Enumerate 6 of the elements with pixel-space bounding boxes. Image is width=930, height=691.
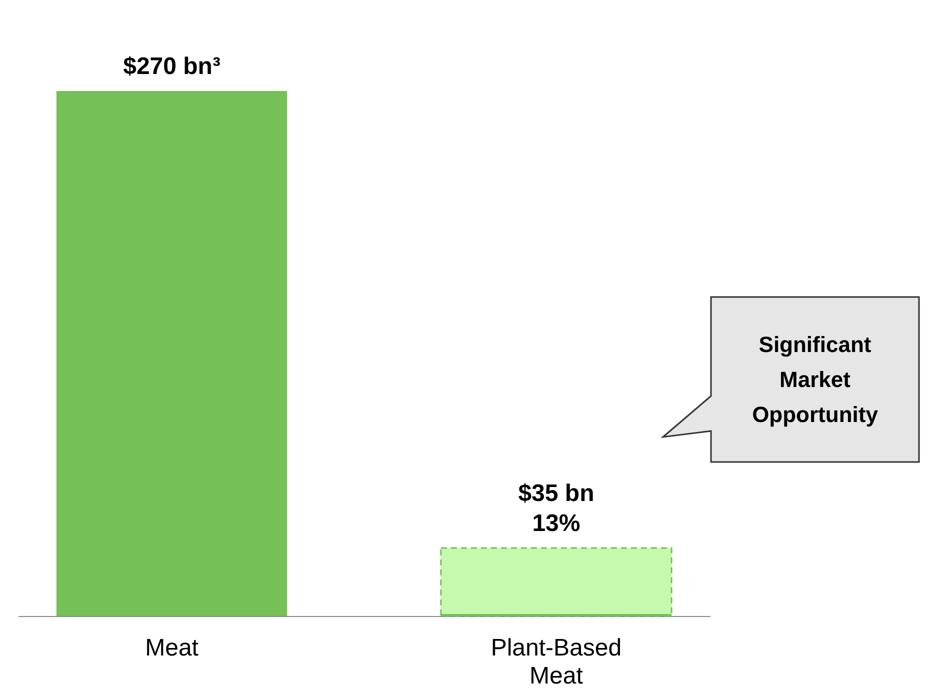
data-label: $35 bn	[518, 480, 594, 507]
x-tick-label: Plant-Based Meat	[490, 634, 622, 690]
data-label: $270 bn³	[123, 53, 220, 80]
annotation: 13%	[532, 510, 580, 537]
text: Significant Market Opportunity	[751, 330, 879, 430]
x-tick-label: Meat	[145, 634, 199, 662]
